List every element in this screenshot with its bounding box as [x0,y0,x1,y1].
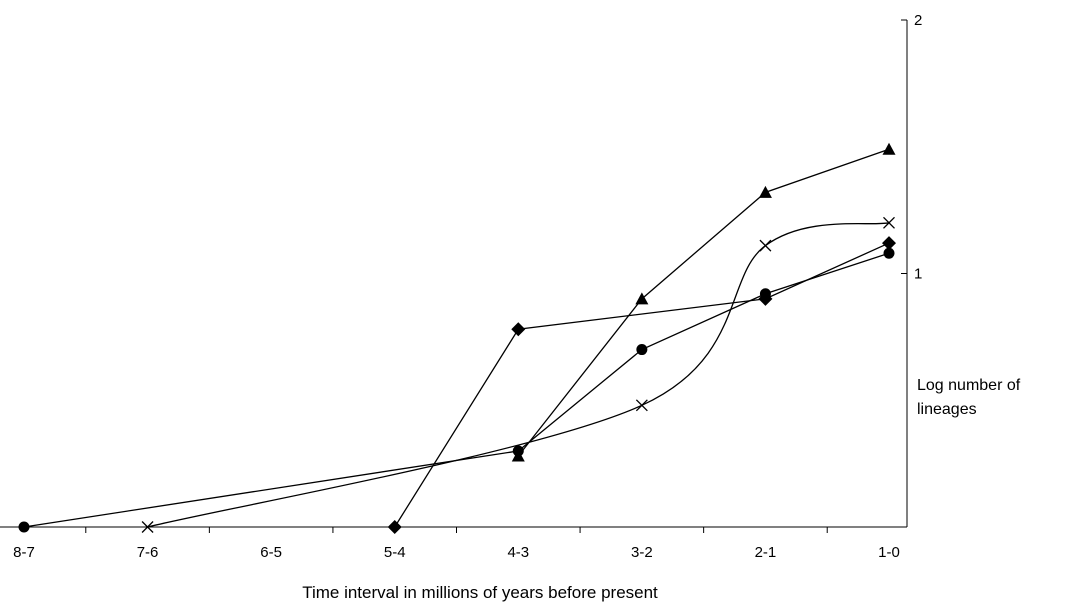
x-tick-label: 8-7 [13,544,35,561]
data-point-diamond [882,236,896,251]
y-axis-title-line-1: Log number of [917,377,1021,394]
y-tick-label: 1 [914,266,922,283]
data-point-circle [636,344,648,356]
data-point-diamond [758,291,773,306]
series-line [517,148,890,457]
x-tick-label: 2-1 [755,544,777,561]
series-4-triangle [511,142,896,462]
y-axis-ticks: 12 [901,12,922,283]
x-axis-ticks: 8-7 7-6 6-5 5-4 4-3 3-2 2-1 1-0 [13,527,900,561]
data-point-diamond [387,520,402,534]
data-point-circle [883,247,895,259]
data-point-triangle [758,185,772,198]
x-tick-label: 5-4 [384,544,406,561]
data-point-triangle [511,449,525,462]
data-point-cross [759,239,772,252]
data-point-cross [883,216,895,229]
series-line [394,242,890,528]
y-tick-label: 2 [914,12,922,29]
series-2-cross [141,216,895,533]
x-tick-label: 4-3 [507,544,529,561]
x-tick-label: 3-2 [631,544,653,561]
x-tick-label: 7-6 [137,544,159,561]
data-point-triangle [882,142,896,155]
data-point-cross [141,521,154,533]
data-point-triangle [635,292,649,305]
x-axis-title: Time interval in millions of years befor… [302,583,658,602]
series-1-circle [18,247,895,533]
y-axis-title-line-2: lineages [917,401,977,418]
series-line [23,252,890,528]
data-point-diamond [511,322,526,337]
series-line [147,222,890,528]
series-3-diamond [387,236,896,534]
data-point-cross [635,399,648,412]
data-point-circle [18,521,30,533]
series-layer [18,142,896,534]
x-tick-label: 1-0 [878,544,900,561]
x-tick-label: 6-5 [260,544,282,561]
